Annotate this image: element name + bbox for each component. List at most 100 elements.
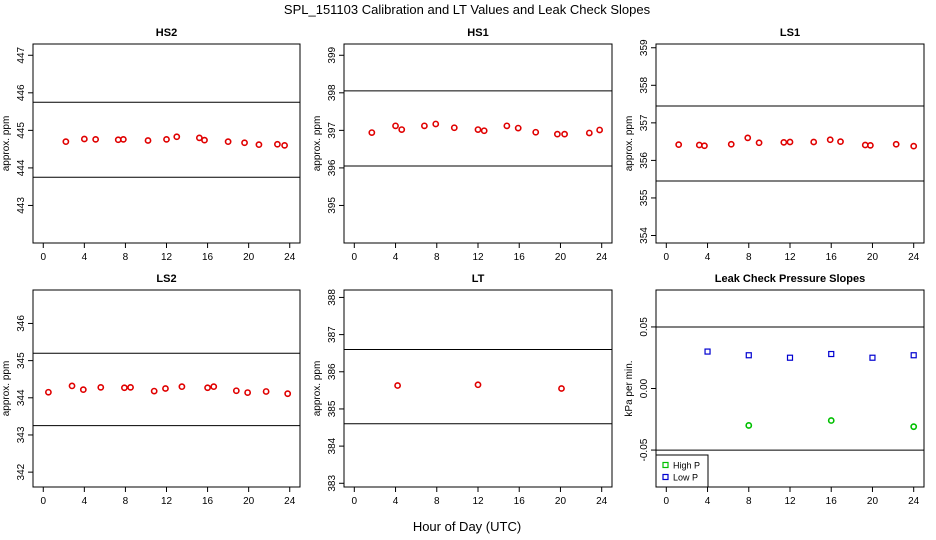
- data-point: [232, 387, 240, 395]
- data-point: [827, 417, 835, 424]
- y-axis-label: approx. ppm: [1, 116, 12, 172]
- x-tick-label: 8: [746, 496, 752, 507]
- x-tick-label: 4: [82, 252, 88, 263]
- data-point: [178, 383, 186, 391]
- data-point: [368, 129, 376, 137]
- y-tick-label: 0.05: [639, 317, 650, 337]
- legend: High P Low P: [655, 454, 709, 488]
- x-tick-label: 20: [555, 252, 567, 263]
- plot-frame: [655, 43, 925, 244]
- x-tick-label: 4: [705, 496, 711, 507]
- y-axis-label: approx. ppm: [312, 361, 323, 417]
- y-tick-label: 386: [327, 363, 338, 380]
- data-point: [162, 385, 169, 392]
- x-tick-label: 20: [243, 496, 255, 507]
- data-point: [68, 382, 76, 390]
- data-point: [262, 388, 270, 395]
- x-tick-label: 0: [664, 252, 670, 263]
- data-point: [80, 135, 88, 143]
- x-tick-label: 16: [826, 496, 838, 507]
- y-tick-label: 446: [16, 84, 27, 101]
- legend-label: Low P: [673, 473, 698, 483]
- data-point: [892, 140, 900, 148]
- data-point: [150, 387, 158, 395]
- y-tick-label: 346: [16, 315, 27, 332]
- y-tick-label: 387: [327, 326, 338, 343]
- data-point: [561, 130, 568, 138]
- data-point: [745, 352, 752, 359]
- y-tick-label: 398: [327, 84, 338, 101]
- data-point: [532, 128, 540, 136]
- data-point: [828, 350, 835, 358]
- data-point: [558, 385, 565, 392]
- x-tick-label: 20: [243, 252, 255, 263]
- data-point: [869, 354, 876, 361]
- data-point: [255, 141, 263, 149]
- x-tick-label: 16: [826, 252, 838, 263]
- data-point: [120, 384, 128, 392]
- y-tick-label: 447: [16, 46, 27, 63]
- y-tick-label: 359: [639, 39, 650, 56]
- data-point: [755, 139, 763, 147]
- data-point: [514, 124, 522, 132]
- x-tick-label: 4: [82, 496, 88, 507]
- panel-5: LT approx. ppm 0 4 8 12 16 20 24 383 384 385 386 387 3…: [312, 273, 613, 507]
- legend-marker: [662, 473, 669, 481]
- data-point: [837, 138, 844, 146]
- y-tick-label: 385: [327, 400, 338, 417]
- data-point: [596, 126, 604, 134]
- y-axis-label: kPa per min.: [624, 360, 635, 416]
- x-tick-label: 8: [434, 496, 440, 507]
- x-tick-label: 24: [284, 252, 296, 263]
- data-point: [786, 138, 794, 146]
- data-point: [727, 140, 735, 148]
- panel-title: LS2: [156, 273, 176, 285]
- data-point: [910, 352, 917, 359]
- x-tick-label: 24: [908, 496, 920, 507]
- panel-6: Leak Check Pressure Slopes kPa per min. 0 4…: [624, 273, 925, 507]
- data-point: [432, 120, 440, 128]
- x-tick-label: 20: [555, 496, 567, 507]
- x-tick-label: 16: [514, 496, 526, 507]
- y-tick-label: 344: [16, 389, 27, 406]
- y-tick-label: 342: [16, 463, 27, 480]
- panel-3: LS1 approx. ppm 0 4 8 12 16 20 24 354 355 356 357 358…: [624, 27, 925, 263]
- x-tick-label: 12: [472, 496, 484, 507]
- data-point: [62, 138, 70, 146]
- panel-4: LS2 approx. ppm 0 4 8 12 16 20 24 342 343 344 345 346: [1, 273, 301, 507]
- x-tick-label: 20: [867, 496, 879, 507]
- data-point: [274, 140, 281, 148]
- data-point: [119, 135, 127, 143]
- data-point: [810, 138, 818, 146]
- data-point: [97, 383, 105, 391]
- x-tick-label: 4: [393, 252, 399, 263]
- data-point: [695, 141, 703, 149]
- data-point: [826, 136, 834, 144]
- data-point: [910, 423, 918, 431]
- x-tick-label: 4: [393, 496, 399, 507]
- y-tick-label: 0.00: [639, 378, 650, 398]
- data-point: [173, 133, 181, 141]
- data-point: [284, 390, 292, 398]
- x-tick-label: 4: [705, 252, 711, 263]
- y-tick-label: -0.05: [639, 438, 650, 461]
- data-point: [585, 129, 593, 137]
- data-point: [675, 141, 683, 149]
- y-tick-label: 356: [639, 152, 650, 169]
- panel-title: HS2: [156, 27, 177, 39]
- x-tick-label: 12: [161, 496, 173, 507]
- data-point: [394, 382, 401, 389]
- data-point: [701, 142, 708, 150]
- data-point: [867, 141, 874, 149]
- y-axis-label: approx. ppm: [312, 116, 323, 172]
- data-point: [553, 130, 561, 138]
- x-tick-label: 20: [867, 252, 879, 263]
- legend-marker: [662, 461, 669, 469]
- y-tick-label: 395: [327, 197, 338, 214]
- data-point: [474, 381, 482, 389]
- y-tick-label: 384: [327, 437, 338, 454]
- plot-frame: [32, 43, 301, 244]
- x-tick-label: 16: [202, 252, 214, 263]
- data-point: [144, 137, 152, 144]
